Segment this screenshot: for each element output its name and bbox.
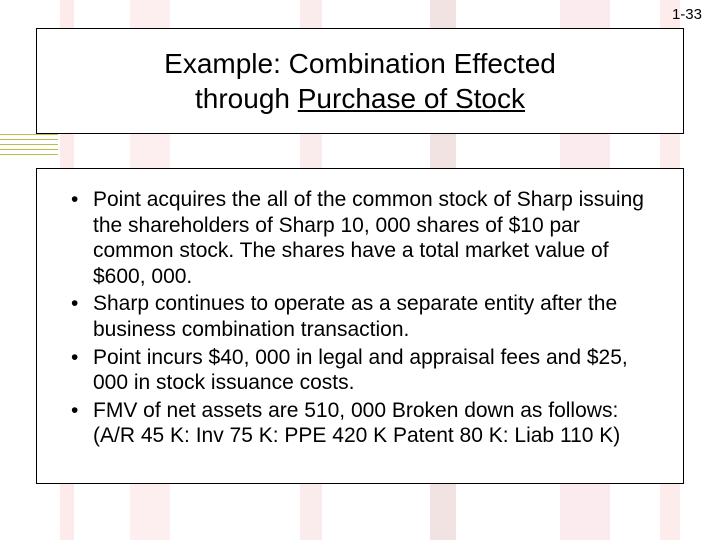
content-box: Point acquires the all of the common sto… — [36, 168, 684, 484]
title-line2-underlined: Purchase of Stock — [298, 83, 525, 114]
list-item: FMV of net assets are 510, 000 Broken do… — [65, 398, 655, 449]
title-line1: Example: Combination Effected — [164, 48, 556, 79]
list-item: Sharp continues to operate as a separate… — [65, 291, 655, 342]
title-line2-prefix: through — [195, 83, 298, 114]
title-box: Example: Combination Effected through Pu… — [36, 28, 684, 134]
slide-title: Example: Combination Effected through Pu… — [164, 46, 556, 116]
list-item: Point acquires the all of the common sto… — [65, 187, 655, 289]
accent-lines — [0, 134, 58, 159]
list-item: Point incurs $40, 000 in legal and appra… — [65, 345, 655, 396]
page-number: 1-33 — [672, 6, 702, 23]
bullet-list: Point acquires the all of the common sto… — [65, 187, 655, 449]
